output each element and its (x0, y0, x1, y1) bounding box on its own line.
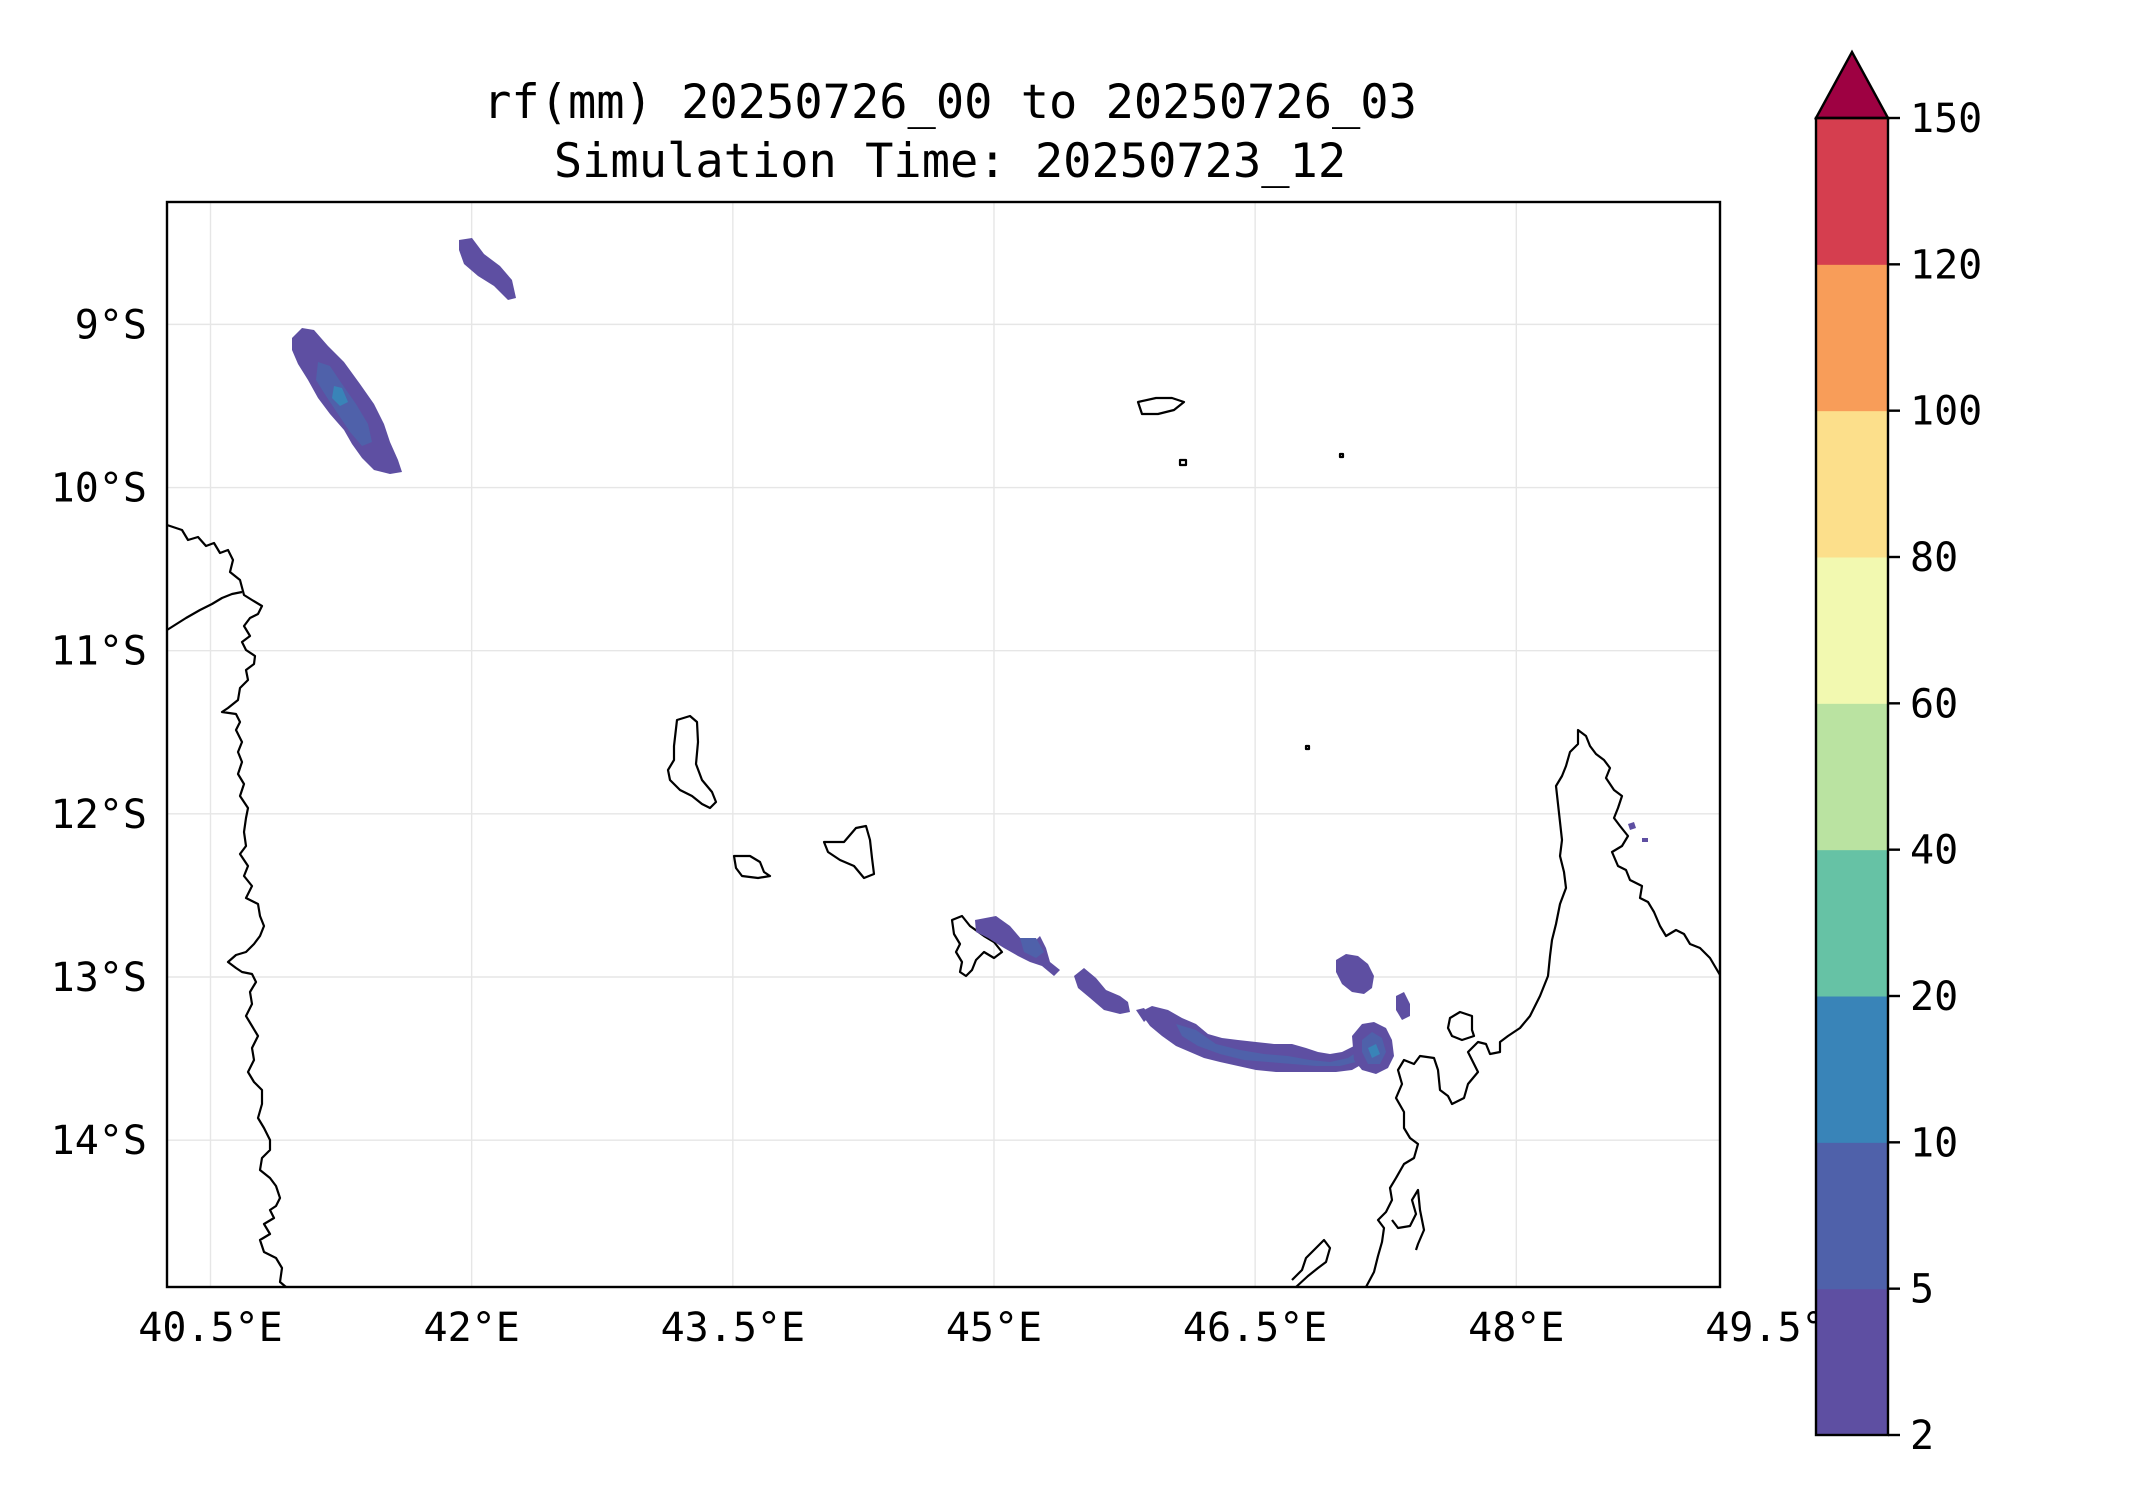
nosy-be-coast (1446, 1010, 1476, 1042)
map-panel: 40.5°E 42°E 43.5°E 45°E 46.5°E 48°E 49.5°E 9°S… (51, 200, 1850, 1351)
islet-3 (1304, 744, 1311, 751)
islet-1 (1178, 458, 1188, 467)
y-tick-label: 11°S (51, 629, 147, 675)
rain-band-mid-segment (1074, 968, 1130, 1014)
x-tick-label: 45°E (946, 1305, 1042, 1351)
x-tick-label: 42°E (424, 1305, 520, 1351)
colorbar-segment (1816, 410, 1888, 558)
colorbar-segment (1816, 264, 1888, 412)
rainfall-shading (292, 238, 1648, 1074)
map-background (167, 202, 1720, 1287)
y-tick-label: 14°S (51, 1118, 147, 1164)
colorbar-tick-label: 10 (1910, 1120, 1958, 1166)
colorbar-extend-arrow (1813, 49, 1891, 120)
colorbar-segment (1816, 1142, 1888, 1290)
rain-small-east-cell (1396, 992, 1410, 1020)
x-tick-label: 48°E (1468, 1305, 1564, 1351)
rain-cell-north-elongated-peak (332, 386, 348, 406)
rain-band-east-cell-peak (1368, 1044, 1380, 1058)
colorbar-tick-label: 150 (1910, 96, 1982, 142)
colorbar-tick-label: 80 (1910, 535, 1958, 581)
rain-speck-northeast-1 (1628, 822, 1636, 830)
madagascar-bay-inlet (1391, 1188, 1426, 1251)
colorbar-tick-label: 2 (1910, 1413, 1934, 1459)
glorioso-islands-coast (1136, 396, 1186, 416)
anjouan-coast (822, 824, 876, 880)
madagascar-north-coast (1365, 728, 1721, 1288)
x-tick-label: 40.5°E (138, 1305, 283, 1351)
rain-cell-north-small (459, 238, 516, 300)
colorbar-tick-label: 40 (1910, 828, 1958, 874)
title-line-2: Simulation Time: 20250723_12 (554, 134, 1346, 189)
map-frame (165, 200, 1722, 1289)
y-tick-label: 12°S (51, 792, 147, 838)
rain-speck-northeast-2 (1642, 838, 1648, 842)
rain-band-main (1140, 1006, 1384, 1072)
coastlines (166, 396, 1721, 1288)
grande-comore-coast (666, 714, 718, 810)
colorbar-tick-label: 120 (1910, 242, 1982, 288)
y-tick-label: 13°S (51, 955, 147, 1001)
x-tick-label: 43.5°E (661, 1305, 806, 1351)
rain-band-west-segment (975, 916, 1060, 976)
colorbar-segment (1816, 118, 1888, 265)
colorbar-segment (1816, 996, 1888, 1143)
y-tick-label: 9°S (75, 302, 147, 348)
title-line-1: rf(mm) 20250726_00 to 20250726_03 (483, 75, 1417, 130)
colorbar: 2 5 10 20 40 60 80 100 120 150 (1813, 49, 1982, 1459)
gridlines (167, 202, 1720, 1287)
moheli-coast (732, 854, 772, 880)
colorbar-segment (1816, 849, 1888, 997)
y-tick-label: 10°S (51, 466, 147, 512)
mainland-africa-coast (166, 523, 287, 1288)
colorbar-segment (1816, 703, 1888, 851)
colorbar-ticks: 2 5 10 20 40 60 80 100 120 150 (1888, 96, 1982, 1459)
rain-band-main-core (1176, 1024, 1360, 1066)
colorbar-segment (1816, 557, 1888, 704)
x-tick-label: 46.5°E (1183, 1305, 1328, 1351)
longitude-tick-labels: 40.5°E 42°E 43.5°E 45°E 46.5°E 48°E 49.5°E (138, 1305, 1849, 1351)
madagascar-west-fragment (1291, 1238, 1332, 1288)
latitude-tick-labels: 9°S 10°S 11°S 12°S 13°S 14°S (51, 302, 147, 1164)
colorbar-segment (1816, 1288, 1888, 1436)
islet-2 (1338, 452, 1345, 459)
mainland-river-inlet (166, 590, 243, 631)
colorbar-tick-label: 5 (1910, 1267, 1934, 1313)
colorbar-tick-label: 100 (1910, 389, 1982, 435)
colorbar-segments (1816, 118, 1888, 1436)
rain-isolated-cell (1336, 954, 1374, 994)
colorbar-tick-label: 60 (1910, 681, 1958, 727)
colorbar-tick-label: 20 (1910, 974, 1958, 1020)
rain-band-west-core (1020, 938, 1044, 958)
colorbar-frame (1814, 116, 1890, 1437)
